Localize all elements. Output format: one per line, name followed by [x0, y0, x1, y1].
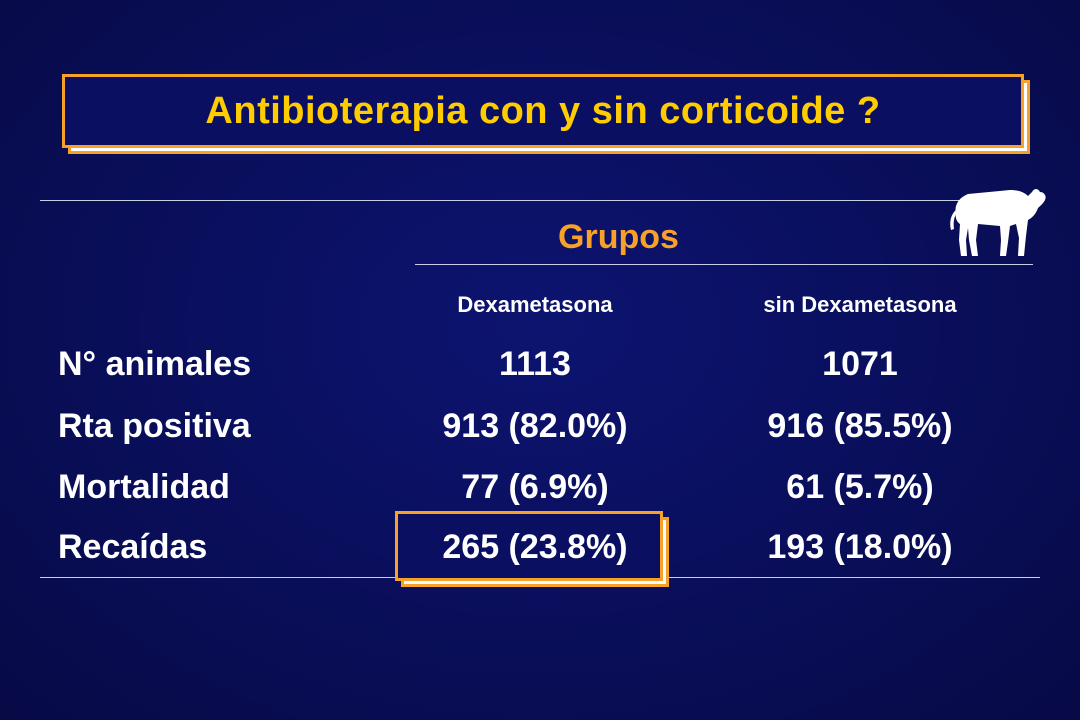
- row-label-mortalidad: Mortalidad: [58, 468, 230, 506]
- cell-recaidas-dexametasona: 265 (23.8%): [442, 528, 628, 566]
- column-header-sin-dexametasona: sin Dexametasona: [763, 292, 957, 317]
- row-label-rta-positiva: Rta positiva: [58, 407, 251, 445]
- cell-rta-positiva-sin-dexametasona: 916 (85.5%): [767, 407, 953, 445]
- groups-header: Grupos: [558, 218, 679, 256]
- column-header-dexametasona: Dexametasona: [457, 292, 613, 317]
- row-label-recaidas: Recaídas: [58, 528, 208, 566]
- cell-rta-positiva-dexametasona: 913 (82.0%): [442, 407, 628, 445]
- row-label-animales: N° animales: [58, 345, 252, 383]
- highlight-box: [395, 511, 663, 581]
- title-box: Antibioterapia con y sin corticoide ?: [62, 74, 1024, 148]
- slide-title: Antibioterapia con y sin corticoide ?: [205, 89, 881, 132]
- cell-mortalidad-dexametasona: 77 (6.9%): [461, 468, 609, 506]
- cell-animales-dexametasona: 1113: [499, 345, 571, 383]
- groups-underline: [415, 264, 1033, 265]
- cell-recaidas-sin-dexametasona: 193 (18.0%): [767, 528, 953, 566]
- cell-mortalidad-sin-dexametasona: 61 (5.7%): [786, 468, 934, 506]
- table-top-rule: [40, 200, 1040, 201]
- calf-silhouette-icon: [950, 189, 1046, 256]
- cell-animales-sin-dexametasona: 1071: [822, 345, 898, 383]
